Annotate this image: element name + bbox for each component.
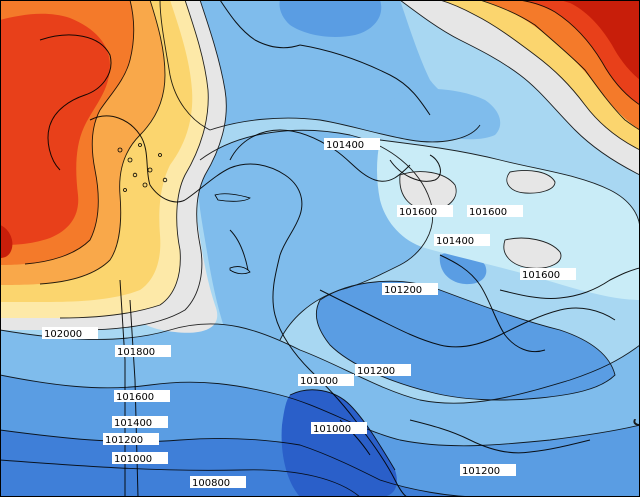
pressure-band-deep-red-ne (560, 0, 640, 80)
pressure-high-pale-1 (399, 171, 457, 210)
svg-text:101200: 101200 (462, 466, 500, 477)
pressure-high-deep-red-west (0, 225, 13, 258)
isobar-label: 101600 (114, 390, 170, 403)
isobar-label: 101400 (434, 234, 490, 247)
svg-text:101600: 101600 (399, 207, 437, 218)
pressure-high-pale-3 (503, 238, 561, 269)
pressure-band-central (197, 130, 433, 342)
isobar-label: 101200 (355, 364, 411, 377)
isobar-label: 101400 (112, 416, 168, 429)
isobar-label: 101000 (112, 452, 168, 465)
isobar-label: 101400 (324, 138, 380, 151)
svg-text:101200: 101200 (105, 435, 143, 446)
isobar-label: 102000 (42, 327, 98, 340)
svg-text:101400: 101400 (326, 140, 364, 151)
pressure-low-caspian (279, 0, 382, 37)
isobar-label: 101000 (311, 422, 367, 435)
isobar-label: 101600 (520, 268, 576, 281)
islands (117, 143, 251, 275)
svg-text:102000: 102000 (44, 329, 82, 340)
pressure-low-redsea (281, 389, 397, 497)
isobar-label: 101200 (382, 283, 438, 296)
watermark-text: مهب الهيف (632, 406, 640, 431)
svg-text:101600: 101600 (116, 392, 154, 403)
isobar-label-group: 101400 101600 101600 101400 101600 10120… (42, 138, 576, 489)
isobar-label: 101600 (467, 205, 523, 218)
pressure-band-red-west (0, 13, 110, 245)
isobar-label: 101200 (460, 464, 516, 477)
svg-text:101000: 101000 (114, 454, 152, 465)
svg-text:101400: 101400 (114, 418, 152, 429)
svg-text:100800: 100800 (192, 478, 230, 489)
svg-text:101800: 101800 (117, 347, 155, 358)
svg-text:101600: 101600 (469, 207, 507, 218)
pressure-high-pale-2 (506, 170, 555, 194)
isobar-label: 101000 (298, 374, 354, 387)
svg-text:101200: 101200 (357, 366, 395, 377)
svg-text:101200: 101200 (384, 285, 422, 296)
isobar-label: 100800 (190, 476, 246, 489)
svg-text:101000: 101000 (300, 376, 338, 387)
svg-text:101600: 101600 (522, 270, 560, 281)
isobar-label: 101800 (115, 345, 171, 358)
isobar-label: 101600 (397, 205, 453, 218)
isobar-label: 101200 (103, 433, 159, 446)
svg-text:101000: 101000 (313, 424, 351, 435)
svg-text:101400: 101400 (436, 236, 474, 247)
